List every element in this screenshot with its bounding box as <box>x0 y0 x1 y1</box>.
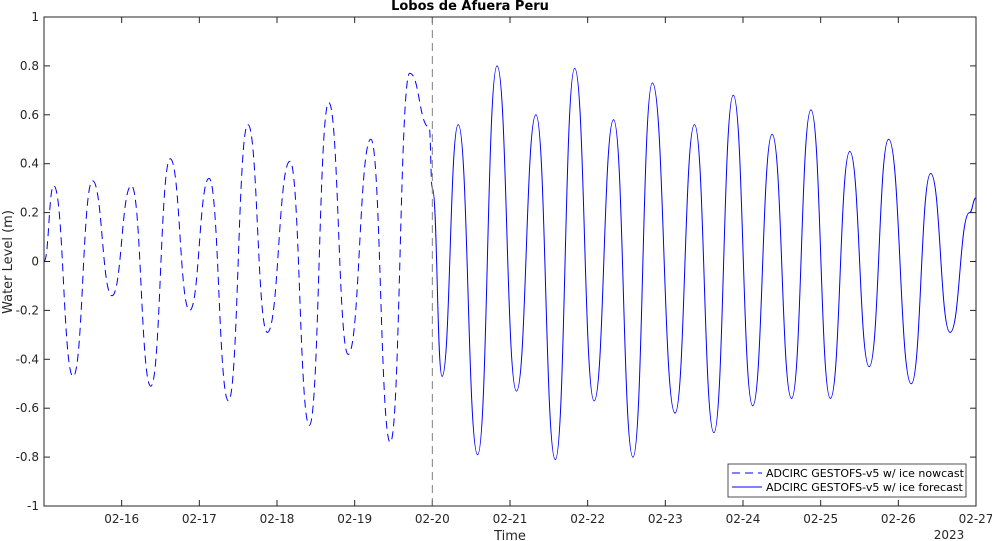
y-tick-label: -0.2 <box>16 303 39 317</box>
nowcast-series-line <box>43 72 433 443</box>
y-tick-label: 0.8 <box>20 59 39 73</box>
year-label: 2023 <box>934 528 965 541</box>
legend-forecast-label: ADCIRC GESTOFS-v5 w/ ice forecast <box>766 481 964 494</box>
y-tick-label: 0.4 <box>20 157 39 171</box>
legend: ADCIRC GESTOFS-v5 w/ ice nowcast ADCIRC … <box>727 463 967 498</box>
x-tick-label: 02-24 <box>726 512 761 526</box>
legend-nowcast-label: ADCIRC GESTOFS-v5 w/ ice nowcast <box>766 467 965 480</box>
x-tick-label: 02-18 <box>260 512 295 526</box>
x-tick-label: 02-19 <box>337 512 372 526</box>
legend-box <box>727 463 967 498</box>
y-tick-label: -0.6 <box>16 401 39 415</box>
plot-area <box>44 17 976 506</box>
tick-labels: -1 -0.8 -0.6 -0.4 -0.2 0 0.2 0.4 0.6 0.8 1 02-16 02-… <box>16 10 992 526</box>
x-tick-label: 02-21 <box>493 512 528 526</box>
axis-ticks <box>44 16 977 507</box>
plot-frame <box>43 16 977 507</box>
x-tick-label: 02-27 <box>959 512 992 526</box>
chart-title: Lobos de Afuera Peru <box>391 0 549 14</box>
x-axis-label: Time <box>493 529 526 541</box>
x-tick-label: 02-22 <box>570 512 605 526</box>
y-tick-label: -0.4 <box>16 352 39 366</box>
series-layer <box>43 65 977 461</box>
y-tick-label: 0 <box>31 255 39 269</box>
y-tick-label: 0.6 <box>20 108 39 122</box>
x-tick-label: 02-25 <box>803 512 838 526</box>
y-tick-label: 0.2 <box>20 206 39 220</box>
x-tick-label: 02-23 <box>648 512 683 526</box>
y-axis-label: Water Level (m) <box>1 210 16 314</box>
forecast-series-line <box>431 65 977 461</box>
x-tick-label: 02-20 <box>415 512 450 526</box>
y-tick-label: -0.8 <box>16 450 39 464</box>
y-tick-label: 1 <box>31 10 39 24</box>
y-tick-label: -1 <box>27 499 39 513</box>
x-tick-label: 02-17 <box>182 512 217 526</box>
x-tick-label: 02-16 <box>104 512 139 526</box>
x-tick-label: 02-26 <box>881 512 916 526</box>
